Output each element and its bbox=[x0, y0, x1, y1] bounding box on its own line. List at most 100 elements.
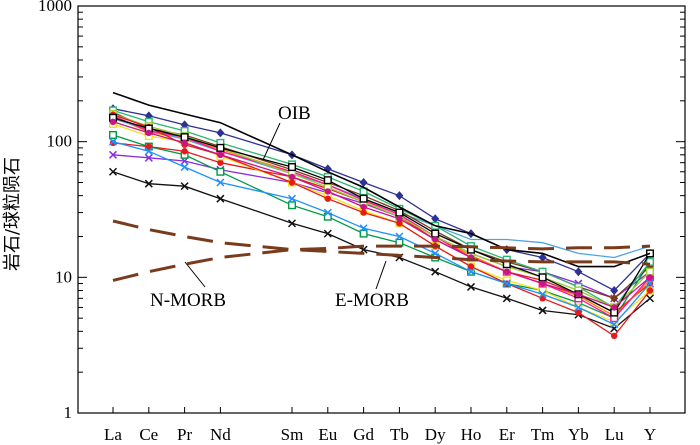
data-point bbox=[538, 273, 547, 282]
axes: 1 10 100 1000 La Ce Pr Nd Sm Eu Gd Tb Dy Ho Er Tm Yb Lu Y bbox=[38, 0, 686, 444]
reference-oib-line bbox=[112, 91, 651, 268]
series-3 bbox=[108, 150, 655, 303]
x-tick-label: Y bbox=[644, 425, 656, 444]
data-point bbox=[109, 139, 117, 147]
x-tick-label: Ho bbox=[461, 425, 482, 444]
y-axis-label: 岩石/球粒陨石 bbox=[2, 157, 23, 271]
data-point bbox=[287, 219, 297, 228]
data-point bbox=[538, 306, 547, 315]
data-point bbox=[575, 291, 582, 298]
data-point bbox=[431, 229, 440, 238]
data-point bbox=[217, 151, 224, 159]
data-point bbox=[109, 118, 117, 126]
data-point bbox=[360, 209, 367, 216]
n-morb-label: N-MORB bbox=[150, 290, 226, 311]
data-point bbox=[646, 287, 654, 294]
reference-layer bbox=[112, 91, 651, 282]
data-point bbox=[180, 163, 189, 172]
data-point bbox=[467, 263, 475, 270]
x-tick-label: Nd bbox=[210, 425, 231, 444]
data-point bbox=[108, 150, 118, 159]
data-point bbox=[574, 267, 583, 277]
data-point bbox=[645, 294, 655, 303]
series-16 bbox=[108, 137, 655, 329]
series-15 bbox=[109, 118, 654, 311]
data-point bbox=[145, 143, 152, 150]
oib-leader-line bbox=[262, 122, 281, 161]
data-point bbox=[324, 188, 331, 195]
data-point bbox=[287, 194, 297, 203]
annotation-layer: OIB N-MORB E-MORB bbox=[150, 103, 409, 311]
data-point bbox=[610, 293, 619, 303]
series-layer bbox=[108, 104, 655, 340]
e-morb-label: E-MORB bbox=[335, 290, 409, 311]
data-point bbox=[144, 179, 153, 188]
reference-e-morb-line bbox=[112, 219, 651, 266]
x-tick-label: Eu bbox=[318, 425, 337, 444]
data-point bbox=[538, 253, 547, 263]
plot-frame bbox=[77, 5, 686, 414]
series-line bbox=[112, 154, 651, 300]
data-point bbox=[396, 215, 403, 223]
x-tick-label: La bbox=[104, 425, 122, 444]
data-point bbox=[574, 303, 583, 312]
series-line bbox=[112, 121, 651, 309]
data-point bbox=[216, 167, 225, 176]
x-tick-label: Sm bbox=[281, 425, 304, 444]
data-point bbox=[359, 194, 368, 203]
data-point bbox=[323, 208, 332, 217]
x-tick-label: Er bbox=[499, 425, 515, 444]
data-point bbox=[395, 191, 404, 201]
x-tick-label: Yb bbox=[568, 425, 589, 444]
data-point bbox=[144, 153, 153, 162]
data-point bbox=[145, 129, 152, 137]
reference-n-morb-line bbox=[112, 244, 651, 282]
x-tick-label: Ce bbox=[139, 425, 158, 444]
y-tick-label: 100 bbox=[47, 132, 73, 151]
oib-label: OIB bbox=[278, 103, 311, 124]
x-tick-label: Tb bbox=[390, 425, 409, 444]
data-point bbox=[466, 267, 476, 276]
data-point bbox=[181, 148, 188, 155]
data-point bbox=[360, 203, 367, 211]
data-point bbox=[466, 282, 476, 291]
data-point bbox=[323, 229, 332, 238]
data-point bbox=[396, 220, 403, 227]
data-point bbox=[288, 173, 296, 181]
data-point bbox=[646, 267, 655, 276]
data-point bbox=[611, 304, 618, 311]
data-point bbox=[610, 285, 619, 295]
x-tick-label: Lu bbox=[605, 425, 624, 444]
data-point bbox=[288, 201, 297, 210]
data-point bbox=[646, 257, 655, 266]
x-tick-label: Tm bbox=[531, 425, 555, 444]
data-point bbox=[502, 294, 511, 303]
data-point bbox=[359, 224, 368, 233]
y-tick-label: 10 bbox=[55, 267, 72, 286]
data-point bbox=[324, 195, 331, 202]
data-point bbox=[108, 137, 118, 146]
data-point bbox=[323, 176, 332, 185]
data-point bbox=[395, 232, 404, 241]
data-point bbox=[610, 320, 619, 329]
data-point bbox=[539, 280, 546, 287]
data-point bbox=[538, 290, 547, 299]
data-point bbox=[431, 249, 440, 258]
data-point bbox=[359, 178, 368, 188]
data-point bbox=[216, 178, 225, 187]
data-point bbox=[108, 167, 118, 176]
data-point bbox=[288, 163, 297, 172]
data-point bbox=[180, 133, 189, 142]
data-point bbox=[108, 130, 117, 139]
x-tick-label: Pr bbox=[177, 425, 192, 444]
x-tick-label: Dy bbox=[425, 425, 446, 444]
data-point bbox=[646, 274, 654, 281]
series-2 bbox=[108, 167, 655, 333]
data-point bbox=[645, 279, 655, 288]
data-point bbox=[216, 194, 225, 203]
data-point bbox=[575, 309, 582, 316]
n-morb-leader-line bbox=[184, 261, 206, 288]
data-point bbox=[502, 279, 511, 288]
data-point bbox=[395, 208, 404, 217]
